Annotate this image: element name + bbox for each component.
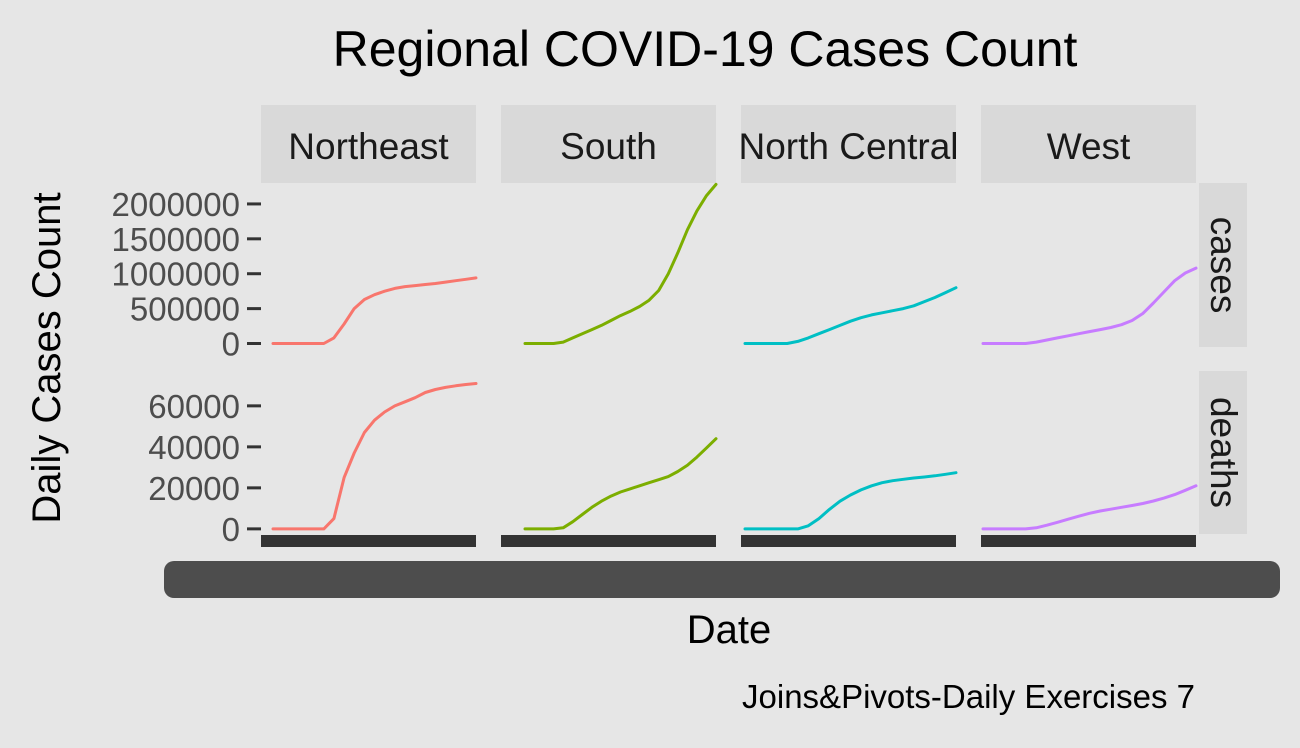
x-axis-tick-band: [501, 535, 716, 547]
x-axis-tick-band: [261, 535, 476, 547]
series-line-south-deaths: [523, 437, 718, 531]
y-tick-label: 0: [222, 326, 240, 363]
facet-strip-label: cases: [1203, 217, 1244, 314]
y-tick-label: 0: [222, 511, 240, 548]
y-tick-label: 40000: [148, 429, 240, 466]
chart-caption: Joins&Pivots-Daily Exercises 7: [742, 678, 1195, 715]
facet-strip: [741, 105, 956, 183]
facet-strip: [981, 105, 1196, 183]
facet-strip-label: West: [1047, 126, 1131, 167]
series-line-west-cases: [981, 266, 1198, 345]
facet-strip-label: Northeast: [288, 126, 449, 167]
x-axis-title: Date: [687, 608, 772, 652]
y-tick-label: 20000: [148, 470, 240, 507]
x-axis-tick-band: [741, 535, 956, 547]
facet-strip: [1199, 371, 1247, 534]
series-line-north-central-deaths: [743, 471, 958, 531]
series-line-north-central-cases: [743, 286, 958, 345]
y-tick-label: 1000000: [112, 256, 240, 293]
facet-strip-label: North Central: [738, 126, 958, 167]
facet-strip-label: South: [560, 126, 657, 167]
series-line-northeast-cases: [271, 276, 478, 345]
facet-strip-label: deaths: [1203, 397, 1244, 508]
y-tick-label: 1500000: [112, 221, 240, 258]
x-axis-tick-band: [981, 535, 1196, 547]
y-tick-label: 2000000: [112, 186, 240, 223]
series-line-northeast-deaths: [271, 382, 478, 531]
series-line-south-cases: [523, 182, 718, 345]
y-tick-label: 500000: [130, 291, 240, 328]
facet-strip: [501, 105, 716, 183]
series-line-west-deaths: [981, 484, 1198, 531]
chart-title: Regional COVID-19 Cases Count: [333, 21, 1078, 77]
facet-strip: [1199, 183, 1247, 347]
facet-strip: [261, 105, 476, 183]
x-tick-labels-overplotted: [164, 561, 1280, 598]
y-tick-label: 60000: [148, 388, 240, 425]
y-axis-title: Daily Cases Count: [25, 192, 69, 523]
facet-grid: Northeast South North Central West cases deat…: [112, 105, 1280, 598]
